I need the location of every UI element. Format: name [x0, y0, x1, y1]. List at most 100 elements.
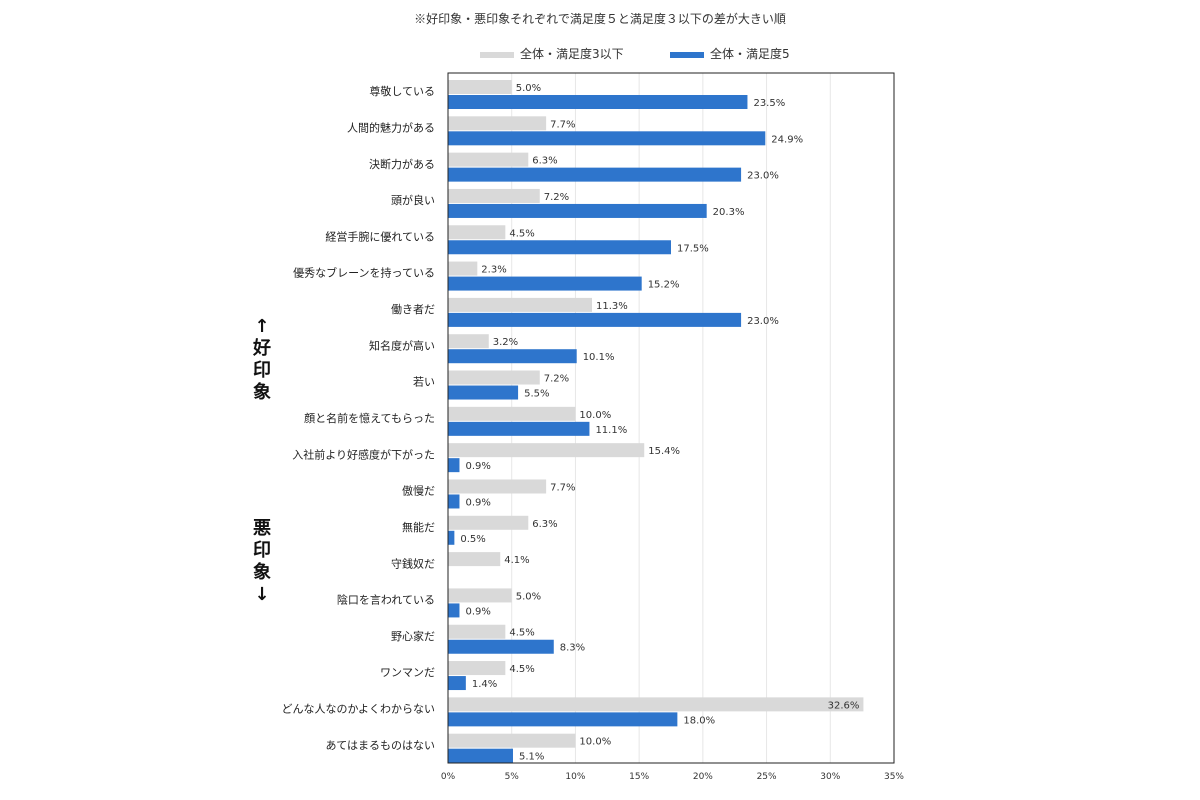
bar-high-satisfaction — [448, 603, 460, 618]
bar-low-satisfaction — [448, 552, 501, 567]
data-label-high: 17.5% — [677, 243, 709, 254]
data-label-low: 4.5% — [509, 228, 534, 239]
data-label-low: 10.0% — [579, 737, 611, 748]
down-arrow-icon: ↓ — [254, 584, 270, 605]
bar-low-satisfaction — [448, 334, 489, 349]
bar-high-satisfaction — [448, 676, 466, 691]
legend-swatch-low — [480, 51, 514, 58]
bar-low-satisfaction — [448, 152, 529, 167]
bar-low-satisfaction — [448, 733, 576, 748]
category-label: 無能だ — [402, 520, 435, 534]
bar-low-satisfaction — [448, 588, 512, 603]
data-label-low: 10.0% — [579, 410, 611, 421]
negative-impression-label: 悪 印 象 ↓ — [250, 518, 274, 606]
x-tick-label: 25% — [757, 772, 777, 782]
data-label-low: 5.0% — [516, 591, 541, 602]
category-label: 入社前より好感度が下がった — [292, 447, 435, 461]
category-label: どんな人なのかよくわからない — [282, 703, 435, 716]
bar-high-satisfaction — [448, 167, 742, 182]
data-label-high: 18.0% — [683, 715, 715, 726]
data-label-low: 15.4% — [648, 446, 680, 457]
category-label: 陰口を言われている — [337, 593, 435, 607]
data-label-low: 5.0% — [516, 83, 541, 94]
category-label: 頭が良い — [391, 193, 435, 207]
category-label: ワンマンだ — [380, 666, 435, 679]
bar-high-satisfaction — [448, 385, 519, 400]
x-tick-label: 35% — [884, 772, 904, 782]
category-label: 決断力がある — [369, 157, 435, 171]
data-label-low: 6.3% — [532, 156, 557, 167]
bar-low-satisfaction — [448, 515, 529, 530]
data-label-low: 3.2% — [493, 337, 518, 348]
data-label-high: 15.2% — [648, 280, 680, 291]
data-label-low: 2.3% — [481, 265, 506, 276]
bar-high-satisfaction — [448, 458, 460, 473]
bar-low-satisfaction — [448, 697, 864, 712]
bar-low-satisfaction — [448, 80, 512, 94]
data-label-low: 4.5% — [509, 628, 534, 639]
data-label-high: 0.9% — [465, 606, 490, 617]
category-label: 働き者だ — [391, 303, 435, 316]
category-label: 守銭奴だ — [391, 556, 435, 570]
category-label: 人間的魅力がある — [347, 120, 435, 134]
data-label-high: 23.0% — [747, 171, 779, 182]
data-label-low: 4.5% — [509, 664, 534, 675]
x-tick-label: 10% — [565, 772, 585, 782]
data-label-high: 23.5% — [753, 98, 785, 109]
positive-label-char: 象 — [253, 382, 271, 403]
bar-low-satisfaction — [448, 370, 540, 385]
negative-label-char: 悪 — [253, 518, 271, 539]
bar-high-satisfaction — [448, 312, 742, 327]
bar-low-satisfaction — [448, 479, 547, 494]
bar-low-satisfaction — [448, 225, 506, 240]
data-label-low: 7.2% — [544, 374, 569, 385]
bar-high-satisfaction — [448, 421, 590, 436]
category-label: 野心家だ — [391, 629, 435, 643]
data-label-high: 24.9% — [771, 134, 803, 145]
category-label: 傲慢だ — [402, 484, 435, 498]
category-label: あてはまるものはない — [325, 739, 435, 752]
chart-title: ※好印象・悪印象それぞれで満足度５と満足度３以下の差が大きい順 — [414, 12, 786, 26]
negative-label-char: 象 — [253, 562, 271, 583]
legend-label-high: 全体・満足度5 — [710, 47, 790, 61]
plot-frame — [447, 72, 895, 764]
data-label-low: 32.6% — [828, 700, 860, 711]
bar-high-satisfaction — [448, 494, 460, 509]
bar-high-satisfaction — [448, 240, 671, 255]
negative-label-char: 印 — [253, 540, 271, 561]
x-tick-label: 15% — [629, 772, 649, 782]
bar-low-satisfaction — [448, 188, 540, 203]
bar-low-satisfaction — [448, 297, 592, 312]
legend-item-low: 全体・満足度3以下 — [480, 45, 624, 62]
legend-label-low: 全体・満足度3以下 — [520, 47, 624, 61]
data-label-low: 7.7% — [550, 482, 575, 493]
data-label-low: 6.3% — [532, 519, 557, 530]
data-label-high: 0.9% — [465, 461, 490, 472]
bar-high-satisfaction — [448, 748, 513, 763]
bar-low-satisfaction — [448, 443, 645, 458]
data-label-high: 20.3% — [713, 207, 745, 218]
category-label: 尊敬している — [369, 84, 435, 98]
x-tick-label: 20% — [693, 772, 713, 782]
data-label-high: 5.1% — [519, 752, 544, 763]
data-label-high: 8.3% — [560, 643, 585, 654]
category-label: 優秀なブレーンを持っている — [293, 266, 435, 280]
data-label-low: 7.2% — [544, 192, 569, 203]
bar-high-satisfaction — [448, 639, 554, 654]
positive-impression-label: ↑ 好 印 象 — [250, 316, 274, 404]
bar-high-satisfaction — [448, 95, 748, 109]
data-label-high: 10.1% — [583, 352, 615, 363]
positive-label-char: 印 — [253, 360, 271, 381]
category-label: 経営手腕に優れている — [325, 229, 435, 243]
bar-low-satisfaction — [448, 261, 478, 276]
data-label-high: 0.5% — [460, 534, 485, 545]
data-label-high: 11.1% — [595, 425, 627, 436]
x-tick-label: 5% — [505, 772, 520, 782]
bar-high-satisfaction — [448, 203, 707, 218]
bar-low-satisfaction — [448, 661, 506, 676]
bar-high-satisfaction — [448, 349, 577, 364]
category-label: 若い — [413, 376, 435, 389]
bar-low-satisfaction — [448, 116, 547, 131]
x-tick-label: 30% — [820, 772, 840, 782]
legend-swatch-high — [670, 51, 704, 58]
